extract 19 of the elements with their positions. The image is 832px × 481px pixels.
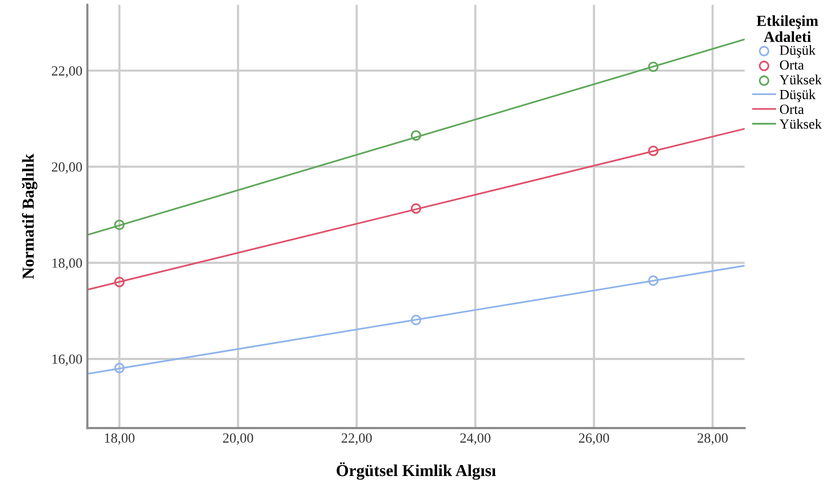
- legend-label: Düşük: [780, 89, 816, 102]
- x-tick-label: 28,00: [698, 433, 728, 445]
- y-tick-label: 16,00: [52, 354, 82, 366]
- x-tick-label: 18,00: [104, 433, 134, 445]
- legend-label: Orta: [780, 60, 804, 70]
- x-tick-label: 20,00: [223, 433, 254, 445]
- x-tick-label: 22,00: [342, 433, 372, 445]
- legend-label: Orta: [780, 104, 804, 114]
- y-axis-title: Normatif Bağlılık: [22, 154, 38, 279]
- x-axis-title: Örgütsel Kimlik Algısı: [336, 462, 496, 480]
- legend-label: Düşük: [780, 45, 816, 58]
- x-tick-label: 26,00: [578, 433, 610, 445]
- y-tick-label: 18,00: [52, 258, 82, 270]
- legend-label: Yüksek: [780, 118, 822, 129]
- x-tick-label: 24,00: [460, 433, 490, 445]
- legend-label: Yüksek: [780, 74, 822, 84]
- legend-title: Etkileşim Adaleti: [756, 15, 818, 42]
- y-tick-label: 20,00: [52, 162, 82, 174]
- y-tick-label: 22,00: [52, 66, 82, 78]
